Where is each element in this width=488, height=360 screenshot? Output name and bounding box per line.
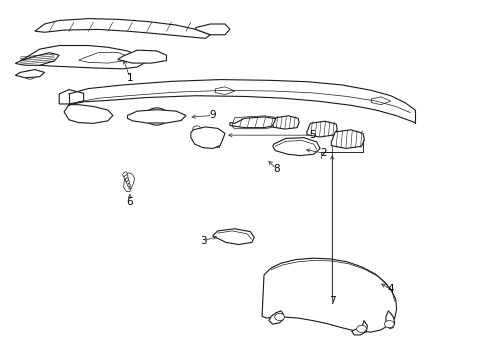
Polygon shape — [351, 320, 366, 335]
Ellipse shape — [124, 175, 128, 179]
Polygon shape — [268, 311, 283, 324]
Text: 5: 5 — [309, 130, 315, 140]
Polygon shape — [306, 121, 336, 137]
Ellipse shape — [125, 178, 128, 182]
Polygon shape — [272, 116, 299, 129]
Circle shape — [27, 73, 32, 77]
Circle shape — [274, 314, 284, 320]
Text: 4: 4 — [386, 284, 393, 294]
Circle shape — [152, 113, 161, 120]
Polygon shape — [370, 97, 390, 105]
Circle shape — [192, 126, 200, 132]
Polygon shape — [262, 258, 396, 332]
Polygon shape — [79, 52, 127, 63]
Polygon shape — [118, 50, 166, 63]
Text: 9: 9 — [209, 111, 216, 121]
Text: 7: 7 — [328, 296, 335, 306]
Polygon shape — [35, 19, 210, 39]
Circle shape — [145, 108, 168, 125]
Bar — [91, 54, 118, 61]
Polygon shape — [15, 53, 59, 65]
Circle shape — [24, 71, 36, 79]
Text: 8: 8 — [272, 164, 279, 174]
Text: 3: 3 — [199, 236, 206, 246]
Ellipse shape — [126, 181, 129, 184]
Ellipse shape — [122, 172, 127, 177]
Text: 6: 6 — [126, 197, 133, 207]
Polygon shape — [195, 24, 229, 35]
Text: 1: 1 — [126, 73, 133, 83]
Polygon shape — [272, 138, 320, 156]
Polygon shape — [20, 45, 147, 69]
Polygon shape — [212, 229, 254, 244]
Polygon shape — [229, 117, 278, 128]
Polygon shape — [64, 105, 113, 123]
Polygon shape — [190, 127, 224, 148]
Text: 2: 2 — [320, 148, 326, 158]
Circle shape — [384, 320, 393, 328]
Bar — [126, 54, 153, 61]
Polygon shape — [330, 130, 364, 148]
Polygon shape — [215, 87, 234, 95]
Polygon shape — [385, 311, 394, 328]
Polygon shape — [59, 90, 83, 104]
Ellipse shape — [127, 184, 130, 186]
Polygon shape — [127, 110, 185, 123]
Bar — [203, 138, 218, 147]
Circle shape — [356, 325, 366, 332]
Polygon shape — [15, 69, 44, 78]
Ellipse shape — [128, 187, 131, 189]
